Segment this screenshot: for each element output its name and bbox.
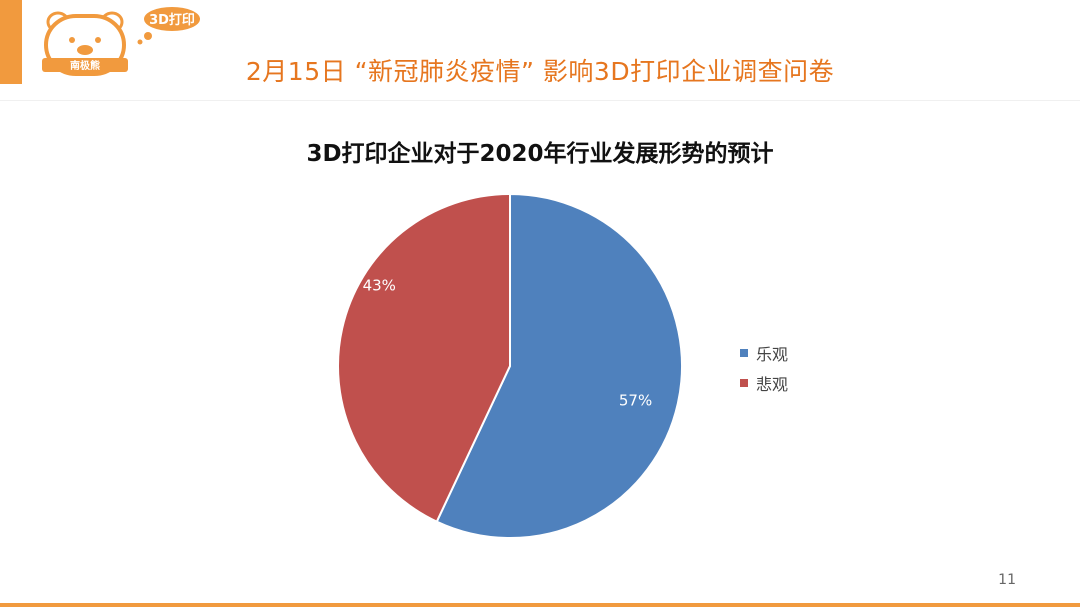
page-number: 11 xyxy=(998,572,1016,588)
legend-item-1: 乐观 xyxy=(740,338,788,368)
pie-slice-1 xyxy=(435,192,684,539)
logo: 南极熊 3D打印 xyxy=(42,7,200,76)
slide-title: 2月15日 “新冠肺炎疫情” 影响3D打印企业调查问卷 xyxy=(245,57,835,86)
logo-name: 南极熊 xyxy=(70,59,100,72)
bottom-line xyxy=(0,603,1080,607)
legend-swatch xyxy=(740,349,748,357)
chart-legend: 乐观 悲观 xyxy=(740,338,788,398)
legend-label: 乐观 xyxy=(756,345,789,364)
accent-bar xyxy=(0,0,22,84)
chart-title: 3D打印企业对于2020年行业发展形势的预计 xyxy=(306,141,774,167)
header-divider xyxy=(0,100,1080,101)
legend-swatch xyxy=(740,379,748,387)
logo-badge: 3D打印 xyxy=(149,12,195,28)
pie-data-label-2: 43% xyxy=(363,276,396,294)
pie-data-label-1: 57% xyxy=(619,392,652,410)
pie-slice-2 xyxy=(337,192,511,523)
legend-label: 悲观 xyxy=(756,375,789,394)
legend-item-2: 悲观 xyxy=(740,368,788,398)
